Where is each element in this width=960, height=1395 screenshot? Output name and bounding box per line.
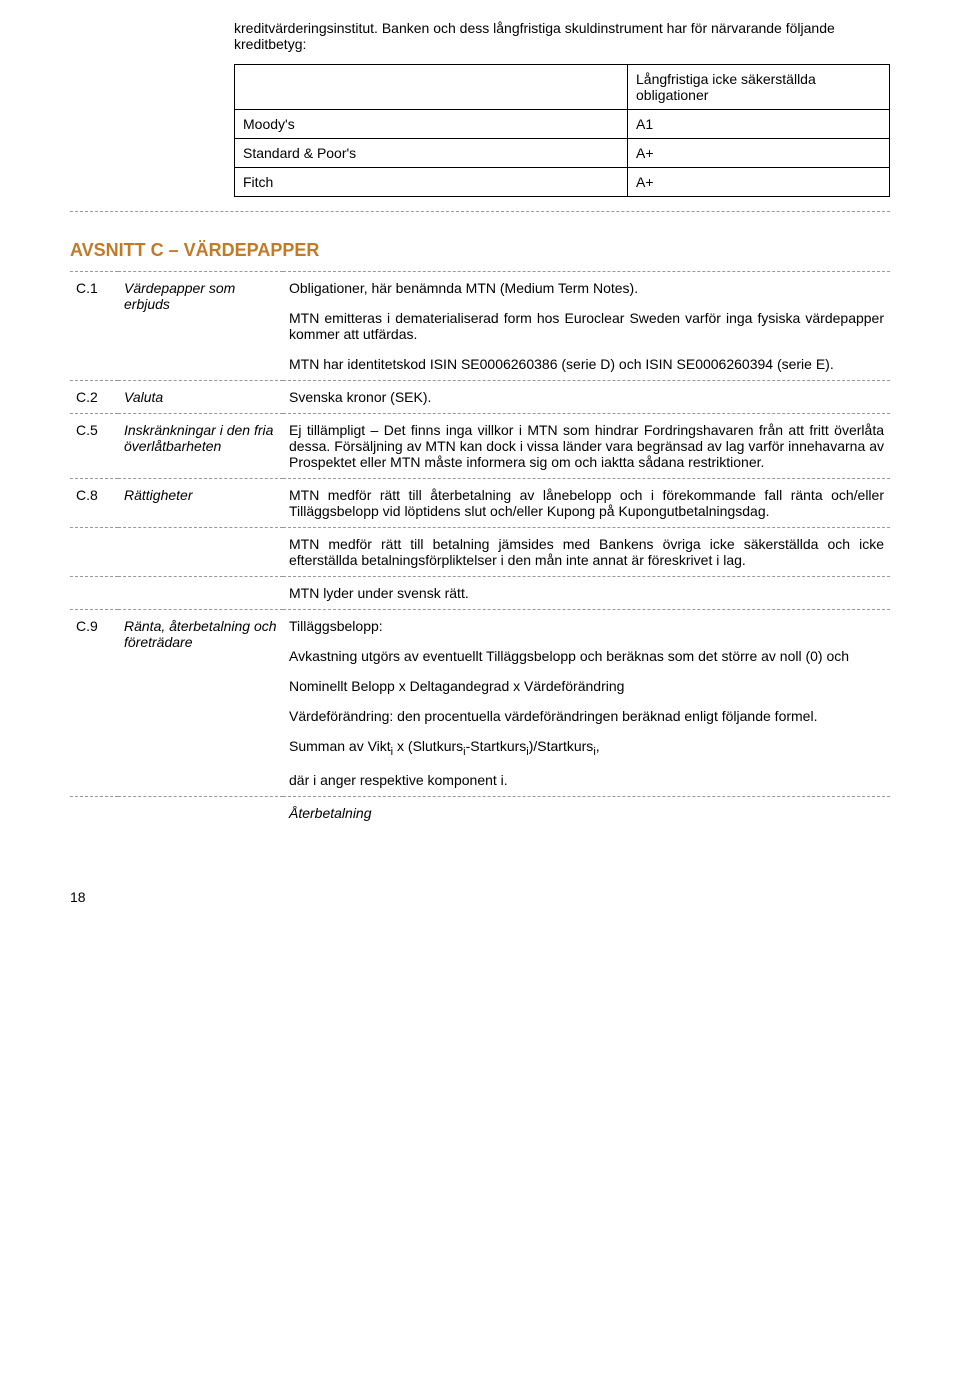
para: MTN medför rätt till återbetalning av lå… <box>289 487 884 519</box>
label-cell: Ränta, återbetalning och företrädare <box>118 610 283 797</box>
agency-cell: Fitch <box>235 168 628 197</box>
row-c5: C.5 Inskränkningar i den fria överlåtbar… <box>70 414 890 479</box>
body-cell: Obligationer, här benämnda MTN (Medium T… <box>283 272 890 381</box>
para: Svenska kronor (SEK). <box>289 389 884 405</box>
rating-cell: A+ <box>628 139 890 168</box>
para: MTN lyder under svensk rätt. <box>289 585 884 601</box>
page-number: 18 <box>70 889 890 905</box>
code-cell: C.9 <box>70 610 118 797</box>
para: Återbetalning <box>289 805 884 821</box>
body-cell: Tilläggsbelopp: Avkastning utgörs av eve… <box>283 610 890 797</box>
rating-cell: A1 <box>628 110 890 139</box>
intro-text: kreditvärderingsinstitut. Banken och des… <box>234 20 890 52</box>
row-c8-c: MTN lyder under svensk rätt. <box>70 577 890 610</box>
code-cell: C.8 <box>70 479 118 528</box>
para: MTN emitteras i dematerialiserad form ho… <box>289 310 884 342</box>
code-cell: C.1 <box>70 272 118 381</box>
formula-line: Summan av Vikti x (Slutkursi-Startkursi)… <box>289 738 884 758</box>
body-cell: MTN lyder under svensk rätt. <box>283 577 890 610</box>
para: Obligationer, här benämnda MTN (Medium T… <box>289 280 884 296</box>
rating-cell: A+ <box>628 168 890 197</box>
para: MTN medför rätt till betalning jämsides … <box>289 536 884 568</box>
row-c8-b: MTN medför rätt till betalning jämsides … <box>70 528 890 577</box>
ratings-header: Långfristiga icke säkerställda obligatio… <box>628 65 890 110</box>
para: Tilläggsbelopp: <box>289 618 884 634</box>
body-cell: MTN medför rätt till återbetalning av lå… <box>283 479 890 528</box>
ratings-row: Standard & Poor's A+ <box>235 139 890 168</box>
row-c2: C.2 Valuta Svenska kronor (SEK). <box>70 381 890 414</box>
code-cell: C.5 <box>70 414 118 479</box>
label-cell: Rättigheter <box>118 479 283 528</box>
label-cell: Inskränkningar i den fria överlåtbarhete… <box>118 414 283 479</box>
label-cell: Valuta <box>118 381 283 414</box>
row-c1: C.1 Värdepapper som erbjuds Obligationer… <box>70 272 890 381</box>
para: Avkastning utgörs av eventuellt Tilläggs… <box>289 648 884 664</box>
main-table: C.1 Värdepapper som erbjuds Obligationer… <box>70 271 890 829</box>
ratings-empty-header <box>235 65 628 110</box>
agency-cell: Moody's <box>235 110 628 139</box>
body-cell: Svenska kronor (SEK). <box>283 381 890 414</box>
para: där i anger respektive komponent i. <box>289 772 884 788</box>
ratings-row: Moody's A1 <box>235 110 890 139</box>
ratings-table: Långfristiga icke säkerställda obligatio… <box>234 64 890 197</box>
row-c9-b: Återbetalning <box>70 796 890 829</box>
agency-cell: Standard & Poor's <box>235 139 628 168</box>
para: Ej tillämpligt – Det finns inga villkor … <box>289 422 884 470</box>
ratings-row: Fitch A+ <box>235 168 890 197</box>
body-cell: MTN medför rätt till betalning jämsides … <box>283 528 890 577</box>
label-cell: Värdepapper som erbjuds <box>118 272 283 381</box>
para: Nominellt Belopp x Deltagandegrad x Värd… <box>289 678 884 694</box>
intro-block: kreditvärderingsinstitut. Banken och des… <box>70 20 890 212</box>
para: MTN har identitetskod ISIN SE0006260386 … <box>289 356 884 372</box>
row-c8-a: C.8 Rättigheter MTN medför rätt till åte… <box>70 479 890 528</box>
para: Värdeförändring: den procentuella värdef… <box>289 708 884 724</box>
code-cell: C.2 <box>70 381 118 414</box>
section-heading: AVSNITT C – VÄRDEPAPPER <box>70 240 890 261</box>
row-c9-a: C.9 Ränta, återbetalning och företrädare… <box>70 610 890 797</box>
body-cell: Ej tillämpligt – Det finns inga villkor … <box>283 414 890 479</box>
body-cell: Återbetalning <box>283 796 890 829</box>
